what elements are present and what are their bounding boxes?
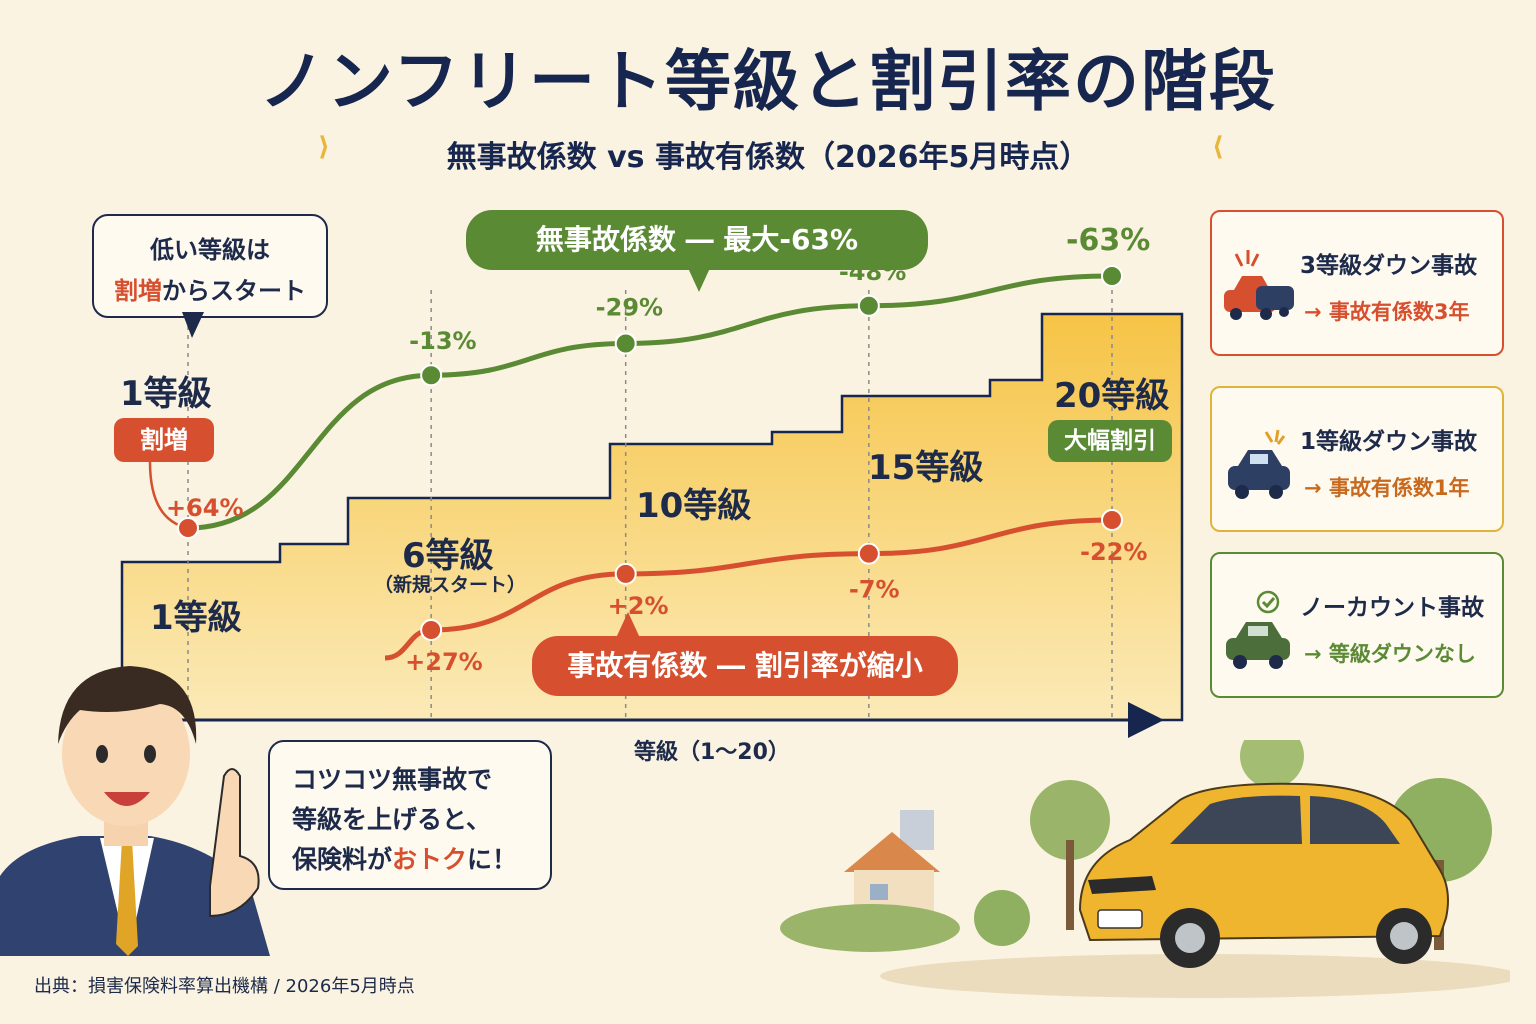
grade-staircase: [120, 312, 1184, 722]
accident-point: [420, 619, 443, 641]
card-result: → 事故有係数1年: [1304, 476, 1470, 500]
bubble-tail: [182, 312, 204, 338]
sparkle-icon: ⟩: [318, 132, 330, 162]
accident-value-label: +27%: [405, 648, 483, 676]
grade-10-label: 10等級: [636, 486, 752, 526]
x-axis-label: 等級（1〜20）: [634, 740, 790, 765]
businessman-illustration: [0, 666, 270, 956]
advice-line3c: に！: [467, 845, 518, 874]
accident-point: [614, 562, 637, 585]
no-accident-value-label: +64%: [166, 494, 244, 522]
no-accident-point: [177, 517, 199, 539]
no-accident-pill: 無事故係数 ― 最大-63%: [466, 210, 928, 270]
no-accident-point: [1101, 265, 1123, 287]
grade-6-label: 6等級: [402, 536, 494, 576]
card-title: 1等級ダウン事故: [1300, 429, 1478, 455]
info-card-3-grade-down: 3等級ダウン事故 → 事故有係数3年: [1210, 210, 1504, 356]
no-accident-point: [857, 294, 880, 317]
card-result: → 等級ダウンなし: [1304, 642, 1476, 666]
card-title: ノーカウント事故: [1300, 595, 1484, 621]
card-result: → 事故有係数3年: [1304, 300, 1470, 324]
crashed-car-icon: [1224, 250, 1294, 320]
page-title: ノンフリート等級と割引率の階段: [258, 43, 1278, 120]
bumped-car-icon: [1228, 429, 1290, 499]
note-line1: 低い等級は: [150, 236, 270, 264]
note-line2: からスタート: [162, 277, 306, 305]
no-accident-point: [614, 332, 637, 355]
info-card-1-grade-down: 1等級ダウン事故 → 事故有係数1年: [1210, 386, 1504, 532]
info-card-no-count: ノーカウント事故 → 等級ダウンなし: [1210, 552, 1504, 698]
subtitle: 無事故係数 vs 事故有係数（2026年5月時点）: [446, 140, 1090, 175]
accident-value-label: -22%: [1080, 538, 1147, 566]
grade-1-label: 1等級: [120, 374, 212, 414]
accident-pill: 事故有係数 ― 割引率が縮小: [532, 636, 958, 696]
sparkle-icon: ⟨: [1212, 132, 1224, 162]
no-accident-point: [420, 364, 443, 387]
check-car-icon: [1226, 590, 1290, 669]
grade-6-note: （新規スタート）: [374, 574, 527, 596]
accident-value-label: -7%: [849, 576, 900, 604]
advice-emphasis: おトク: [392, 845, 468, 874]
grade-20-label: 20等級: [1054, 376, 1170, 416]
pill-tail: [688, 268, 710, 292]
big-discount-badge: 大幅割引: [1048, 420, 1172, 462]
advice-bubble: コツコツ無事故で 等級を上げると、 保険料がおトクに！: [268, 740, 552, 890]
no-accident-value-label: -29%: [596, 293, 663, 321]
grade-1-step-label: 1等級: [150, 598, 242, 638]
note-emphasis: 割増: [114, 277, 162, 305]
pill-tail: [616, 612, 640, 638]
accident-point: [857, 542, 880, 565]
no-accident-value-label: -63%: [1066, 223, 1150, 258]
grade-15-label: 15等級: [868, 448, 984, 488]
surcharge-badge: 割増: [114, 418, 214, 462]
no-accident-value-label: -13%: [409, 327, 476, 355]
accident-point: [1101, 509, 1123, 531]
car-scenery-illustration: [780, 740, 1510, 998]
card-title: 3等級ダウン事故: [1300, 253, 1478, 279]
source-note: 出典：損害保険料率算出機構 / 2026年5月時点: [34, 976, 415, 997]
note-bubble: 低い等級は 割増からスタート: [92, 214, 328, 318]
advice-line2: 等級を上げると、: [292, 805, 492, 834]
advice-line3a: 保険料が: [292, 845, 393, 874]
advice-line1: コツコツ無事故で: [292, 765, 493, 794]
